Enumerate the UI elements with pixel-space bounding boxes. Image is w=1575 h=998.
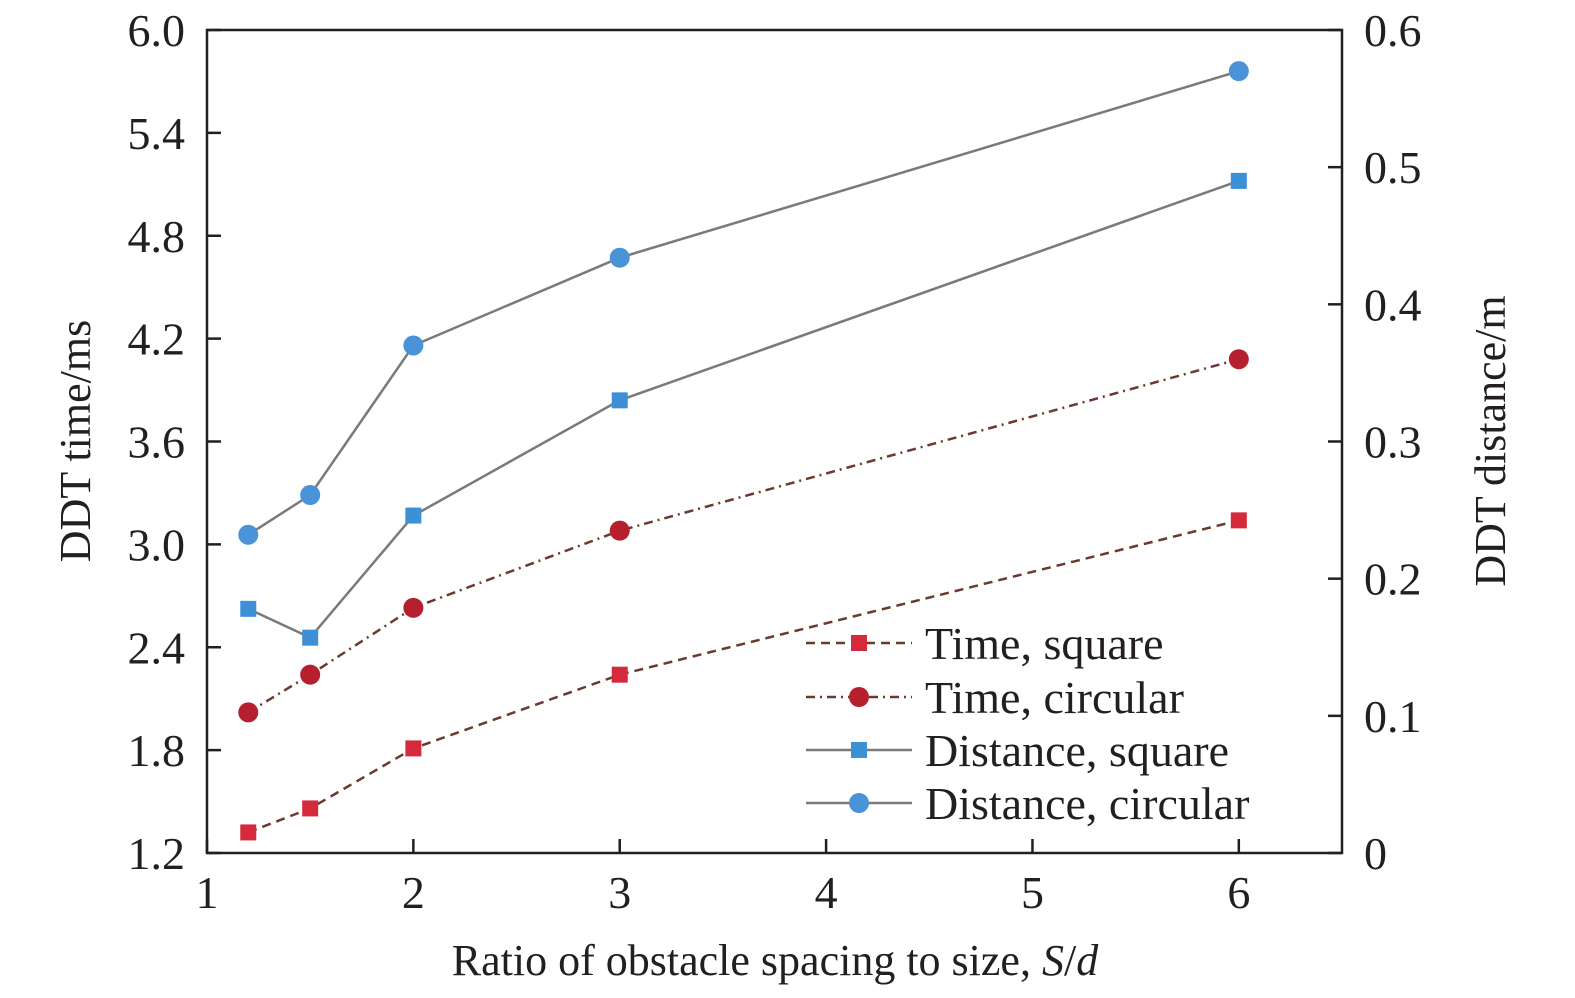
x-tick-label: 2 [402, 867, 425, 918]
x-tick-label: 1 [196, 867, 219, 918]
data-point [302, 800, 319, 817]
data-point [300, 484, 321, 505]
legend-marker [849, 687, 869, 707]
y-left-tick-label: 4.8 [128, 211, 186, 262]
data-point [403, 597, 424, 618]
data-point [1230, 512, 1247, 529]
x-tick-label: 5 [1021, 867, 1044, 918]
y-left-tick-label: 3.6 [128, 417, 186, 468]
y-left-tick-label: 5.4 [128, 108, 186, 159]
data-point [1228, 61, 1249, 82]
y-right-tick-label: 0.5 [1364, 142, 1422, 193]
data-point [609, 247, 630, 268]
y-right-tick-label: 0.3 [1364, 417, 1422, 468]
legend-label: Distance, circular [925, 778, 1249, 829]
y-right-tick-label: 0.4 [1364, 279, 1422, 330]
axis-ticks [205, 28, 1342, 855]
data-point [240, 600, 257, 617]
series-markers [238, 61, 1249, 841]
y-right-tick-label: 0.2 [1364, 554, 1422, 605]
x-tick-label: 6 [1227, 867, 1250, 918]
data-point [611, 392, 628, 409]
data-point [300, 664, 321, 685]
data-point [238, 702, 259, 723]
y-left-tick-label: 1.8 [128, 725, 186, 776]
x-tick-label: 3 [608, 867, 631, 918]
data-point [238, 524, 259, 545]
y-axis-right-title: DDT distance/m [1466, 295, 1515, 586]
y-left-tick-label: 1.2 [128, 828, 186, 879]
y-left-tick-label: 4.2 [128, 314, 186, 365]
legend-label: Distance, square [925, 725, 1229, 776]
legend-marker [851, 742, 867, 758]
data-point [405, 507, 422, 524]
x-axis-title: Ratio of obstacle spacing to size, S/d [452, 936, 1099, 985]
data-point [611, 666, 628, 683]
data-point [405, 740, 422, 757]
series-line-4 [247, 70, 1240, 536]
data-point [403, 335, 424, 356]
y-left-tick-label: 2.4 [128, 622, 186, 673]
data-point [1228, 349, 1249, 370]
data-point [302, 629, 319, 646]
y-right-tick-label: 0.1 [1364, 691, 1422, 742]
y-axis-left-title: DDT time/ms [51, 320, 100, 562]
data-point [609, 520, 630, 541]
y-right-tick-label: 0.6 [1364, 5, 1422, 56]
legend-marker [849, 793, 869, 813]
legend-label: Time, square [925, 618, 1164, 669]
data-point [1230, 172, 1247, 189]
y-left-tick-label: 3.0 [128, 519, 186, 570]
y-left-tick-label: 6.0 [128, 5, 186, 56]
legend-marker [851, 635, 867, 651]
legend-label: Time, circular [925, 672, 1184, 723]
x-tick-label: 4 [815, 867, 838, 918]
tick-labels: 1 2 3 4 5 6 1.2 1.8 2.4 3.0 3.6 4.2 4.8 5.4 6.0 0 0.1 0.2… [128, 5, 1422, 918]
y-right-tick-label: 0 [1364, 828, 1387, 879]
data-point [240, 824, 257, 841]
series-line-3 [247, 179, 1240, 640]
